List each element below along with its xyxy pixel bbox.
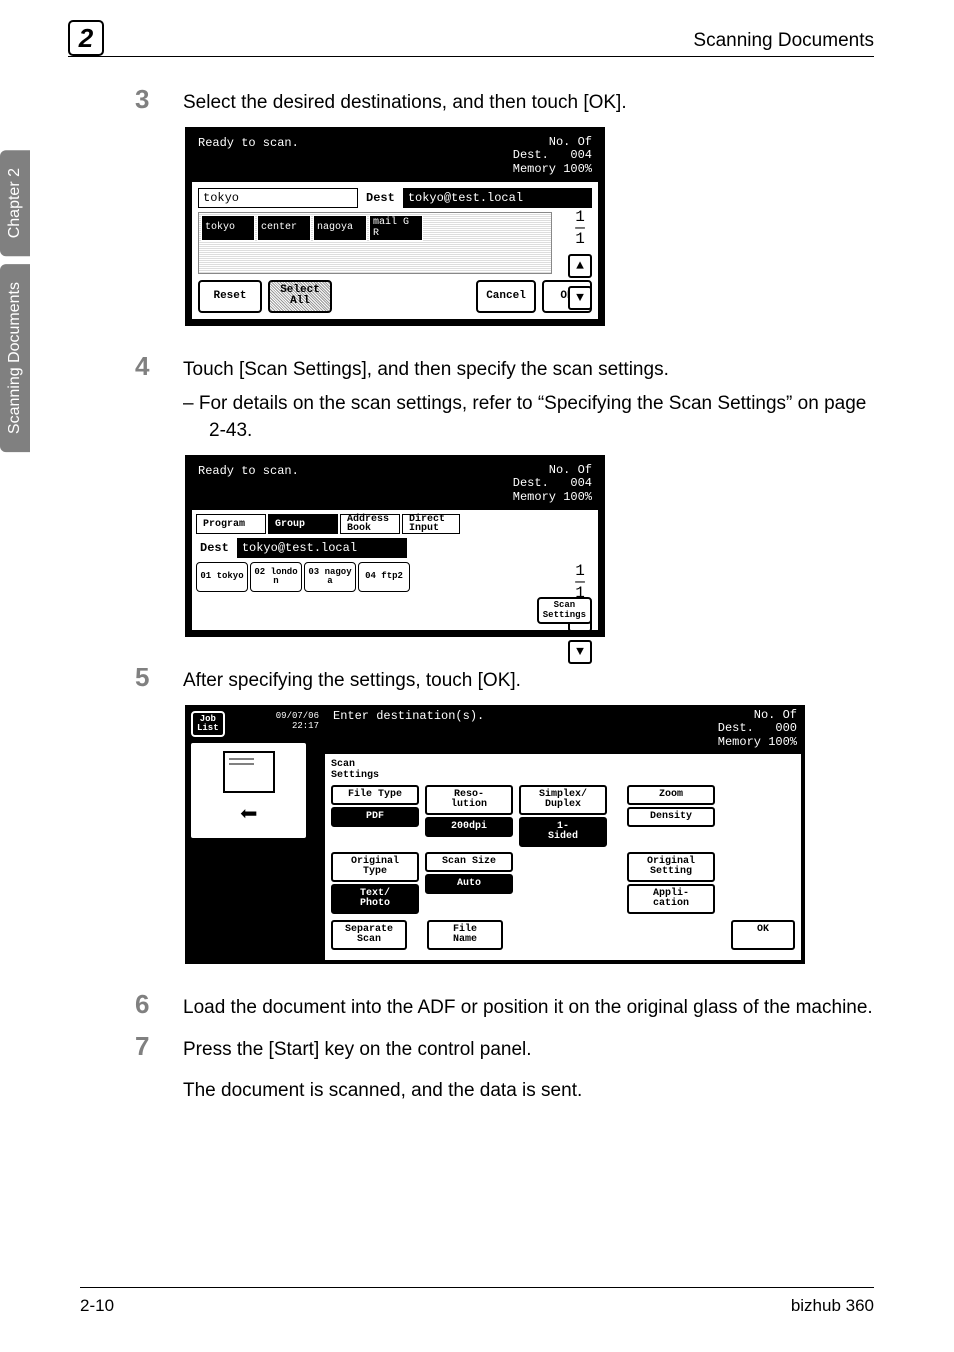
header-rule — [68, 56, 874, 57]
lcd3-datetime: 09/07/06 22:17 — [276, 711, 319, 738]
step-7: 7 Press the [Start] key on the control p… — [135, 1032, 875, 1105]
step-number: 3 — [135, 85, 155, 117]
lcd-screenshot-2: Ready to scan. No. Of Dest. 004 Memory 1… — [185, 455, 605, 637]
reset-button[interactable]: Reset — [198, 280, 262, 313]
select-all-button[interactable]: Select All — [268, 280, 332, 313]
page-indicator: 1—1 — [575, 212, 585, 246]
separate-scan-button[interactable]: Separate Scan — [331, 920, 407, 950]
step-text: Touch [Scan Settings], and then specify … — [183, 356, 875, 384]
step-text: Press the [Start] key on the control pan… — [183, 1036, 582, 1064]
original-setting-button[interactable]: Original Setting — [627, 852, 715, 882]
scroll-down-button[interactable]: ▼ — [568, 286, 592, 310]
resolution-button[interactable]: Reso- lution — [425, 785, 513, 815]
lcd1-dest-grid: tokyo center nagoya mail G R — [198, 212, 552, 274]
file-type-button[interactable]: File Type — [331, 785, 419, 805]
preview-area: ⬅ — [191, 743, 306, 838]
scroll-up-button[interactable]: ▲ — [568, 254, 592, 278]
footer-page-number: 2-10 — [80, 1296, 114, 1316]
chapter-number-badge: 2 — [68, 20, 104, 56]
resolution-value: 200dpi — [425, 817, 513, 837]
tab-address-book[interactable]: Address Book — [340, 514, 400, 534]
dest-chip[interactable]: center — [257, 215, 311, 241]
tab-program[interactable]: Program — [196, 514, 266, 534]
scan-size-value: Auto — [425, 874, 513, 894]
group-chip[interactable]: 04 ftp2 — [358, 562, 410, 592]
scroll-down-button[interactable]: ▼ — [568, 640, 592, 664]
lcd1-memlabel: Memory — [513, 162, 556, 176]
side-tabs: Chapter 2 Scanning Documents — [0, 150, 30, 452]
lcd1-mem: 100% — [563, 162, 592, 176]
lcd-screenshot-1: Ready to scan. No. Of Dest. 004 Memory 1… — [185, 127, 605, 326]
step-4: 4 Touch [Scan Settings], and then specif… — [135, 352, 875, 445]
dest-chip[interactable]: tokyo — [201, 215, 255, 241]
group-chip[interactable]: 03 nagoy a — [304, 562, 356, 592]
step-text: Load the document into the ADF or positi… — [183, 990, 873, 1022]
step-3: 3 Select the desired destinations, and t… — [135, 85, 875, 117]
ok-button[interactable]: OK — [731, 920, 795, 950]
scan-size-button[interactable]: Scan Size — [425, 852, 513, 872]
step-6: 6 Load the document into the ADF or posi… — [135, 990, 875, 1022]
step-text: After specifying the settings, touch [OK… — [183, 663, 521, 695]
step-subtext: – For details on the scan settings, refe… — [183, 390, 875, 445]
tab-group[interactable]: Group — [268, 514, 338, 534]
cancel-button[interactable]: Cancel — [476, 280, 536, 313]
duplex-button[interactable]: Simplex/ Duplex — [519, 785, 607, 815]
density-button[interactable]: Density — [627, 807, 715, 827]
scan-settings-title: Scan Settings — [331, 759, 795, 781]
lcd1-dest-value: tokyo@test.local — [403, 188, 592, 208]
footer-product: bizhub 360 — [791, 1296, 874, 1316]
content-area: 3 Select the desired destinations, and t… — [135, 85, 875, 1115]
group-chip[interactable]: 01 tokyo — [196, 562, 248, 592]
dest-chip[interactable]: mail G R — [369, 215, 423, 241]
lcd1-search-input[interactable]: tokyo — [198, 188, 358, 208]
scan-settings-button[interactable]: Scan Settings — [537, 597, 592, 624]
file-type-value: PDF — [331, 807, 419, 827]
side-tab-chapter: Chapter 2 — [0, 150, 30, 256]
lcd-screenshot-3: Job List 09/07/06 22:17 ⬅ Enter destinat… — [185, 705, 805, 964]
application-button[interactable]: Appli- cation — [627, 884, 715, 914]
step-number: 4 — [135, 352, 155, 445]
lcd2-status: Ready to scan. — [198, 464, 299, 505]
duplex-value: 1- Sided — [519, 817, 607, 847]
side-tab-section: Scanning Documents — [0, 264, 30, 452]
page-footer: 2-10 bizhub 360 — [80, 1287, 874, 1316]
lcd2-dest-value: tokyo@test.local — [237, 538, 407, 558]
dest-chip[interactable]: nagoya — [313, 215, 367, 241]
original-type-value: Text/ Photo — [331, 884, 419, 914]
step-5: 5 After specifying the settings, touch [… — [135, 663, 875, 695]
step-number: 5 — [135, 663, 155, 695]
step-number: 6 — [135, 990, 155, 1022]
file-name-button[interactable]: File Name — [427, 920, 503, 950]
original-type-button[interactable]: Original Type — [331, 852, 419, 882]
job-list-button[interactable]: Job List — [191, 711, 225, 738]
lcd1-status: Ready to scan. — [198, 136, 299, 177]
step-number: 7 — [135, 1032, 155, 1105]
zoom-button[interactable]: Zoom — [627, 785, 715, 805]
dest-label: Dest — [196, 541, 233, 555]
tab-direct-input[interactable]: Direct Input — [402, 514, 460, 534]
document-icon — [214, 747, 284, 797]
lcd3-status: Enter destination(s). — [333, 709, 484, 750]
lcd1-destcount: 004 — [570, 148, 592, 162]
step-text: Select the desired destinations, and the… — [183, 85, 627, 117]
dest-label: Dest — [362, 191, 399, 205]
step-aftertext: The document is scanned, and the data is… — [183, 1077, 582, 1105]
header-title: Scanning Documents — [693, 30, 874, 52]
group-chip[interactable]: 02 londo n — [250, 562, 302, 592]
